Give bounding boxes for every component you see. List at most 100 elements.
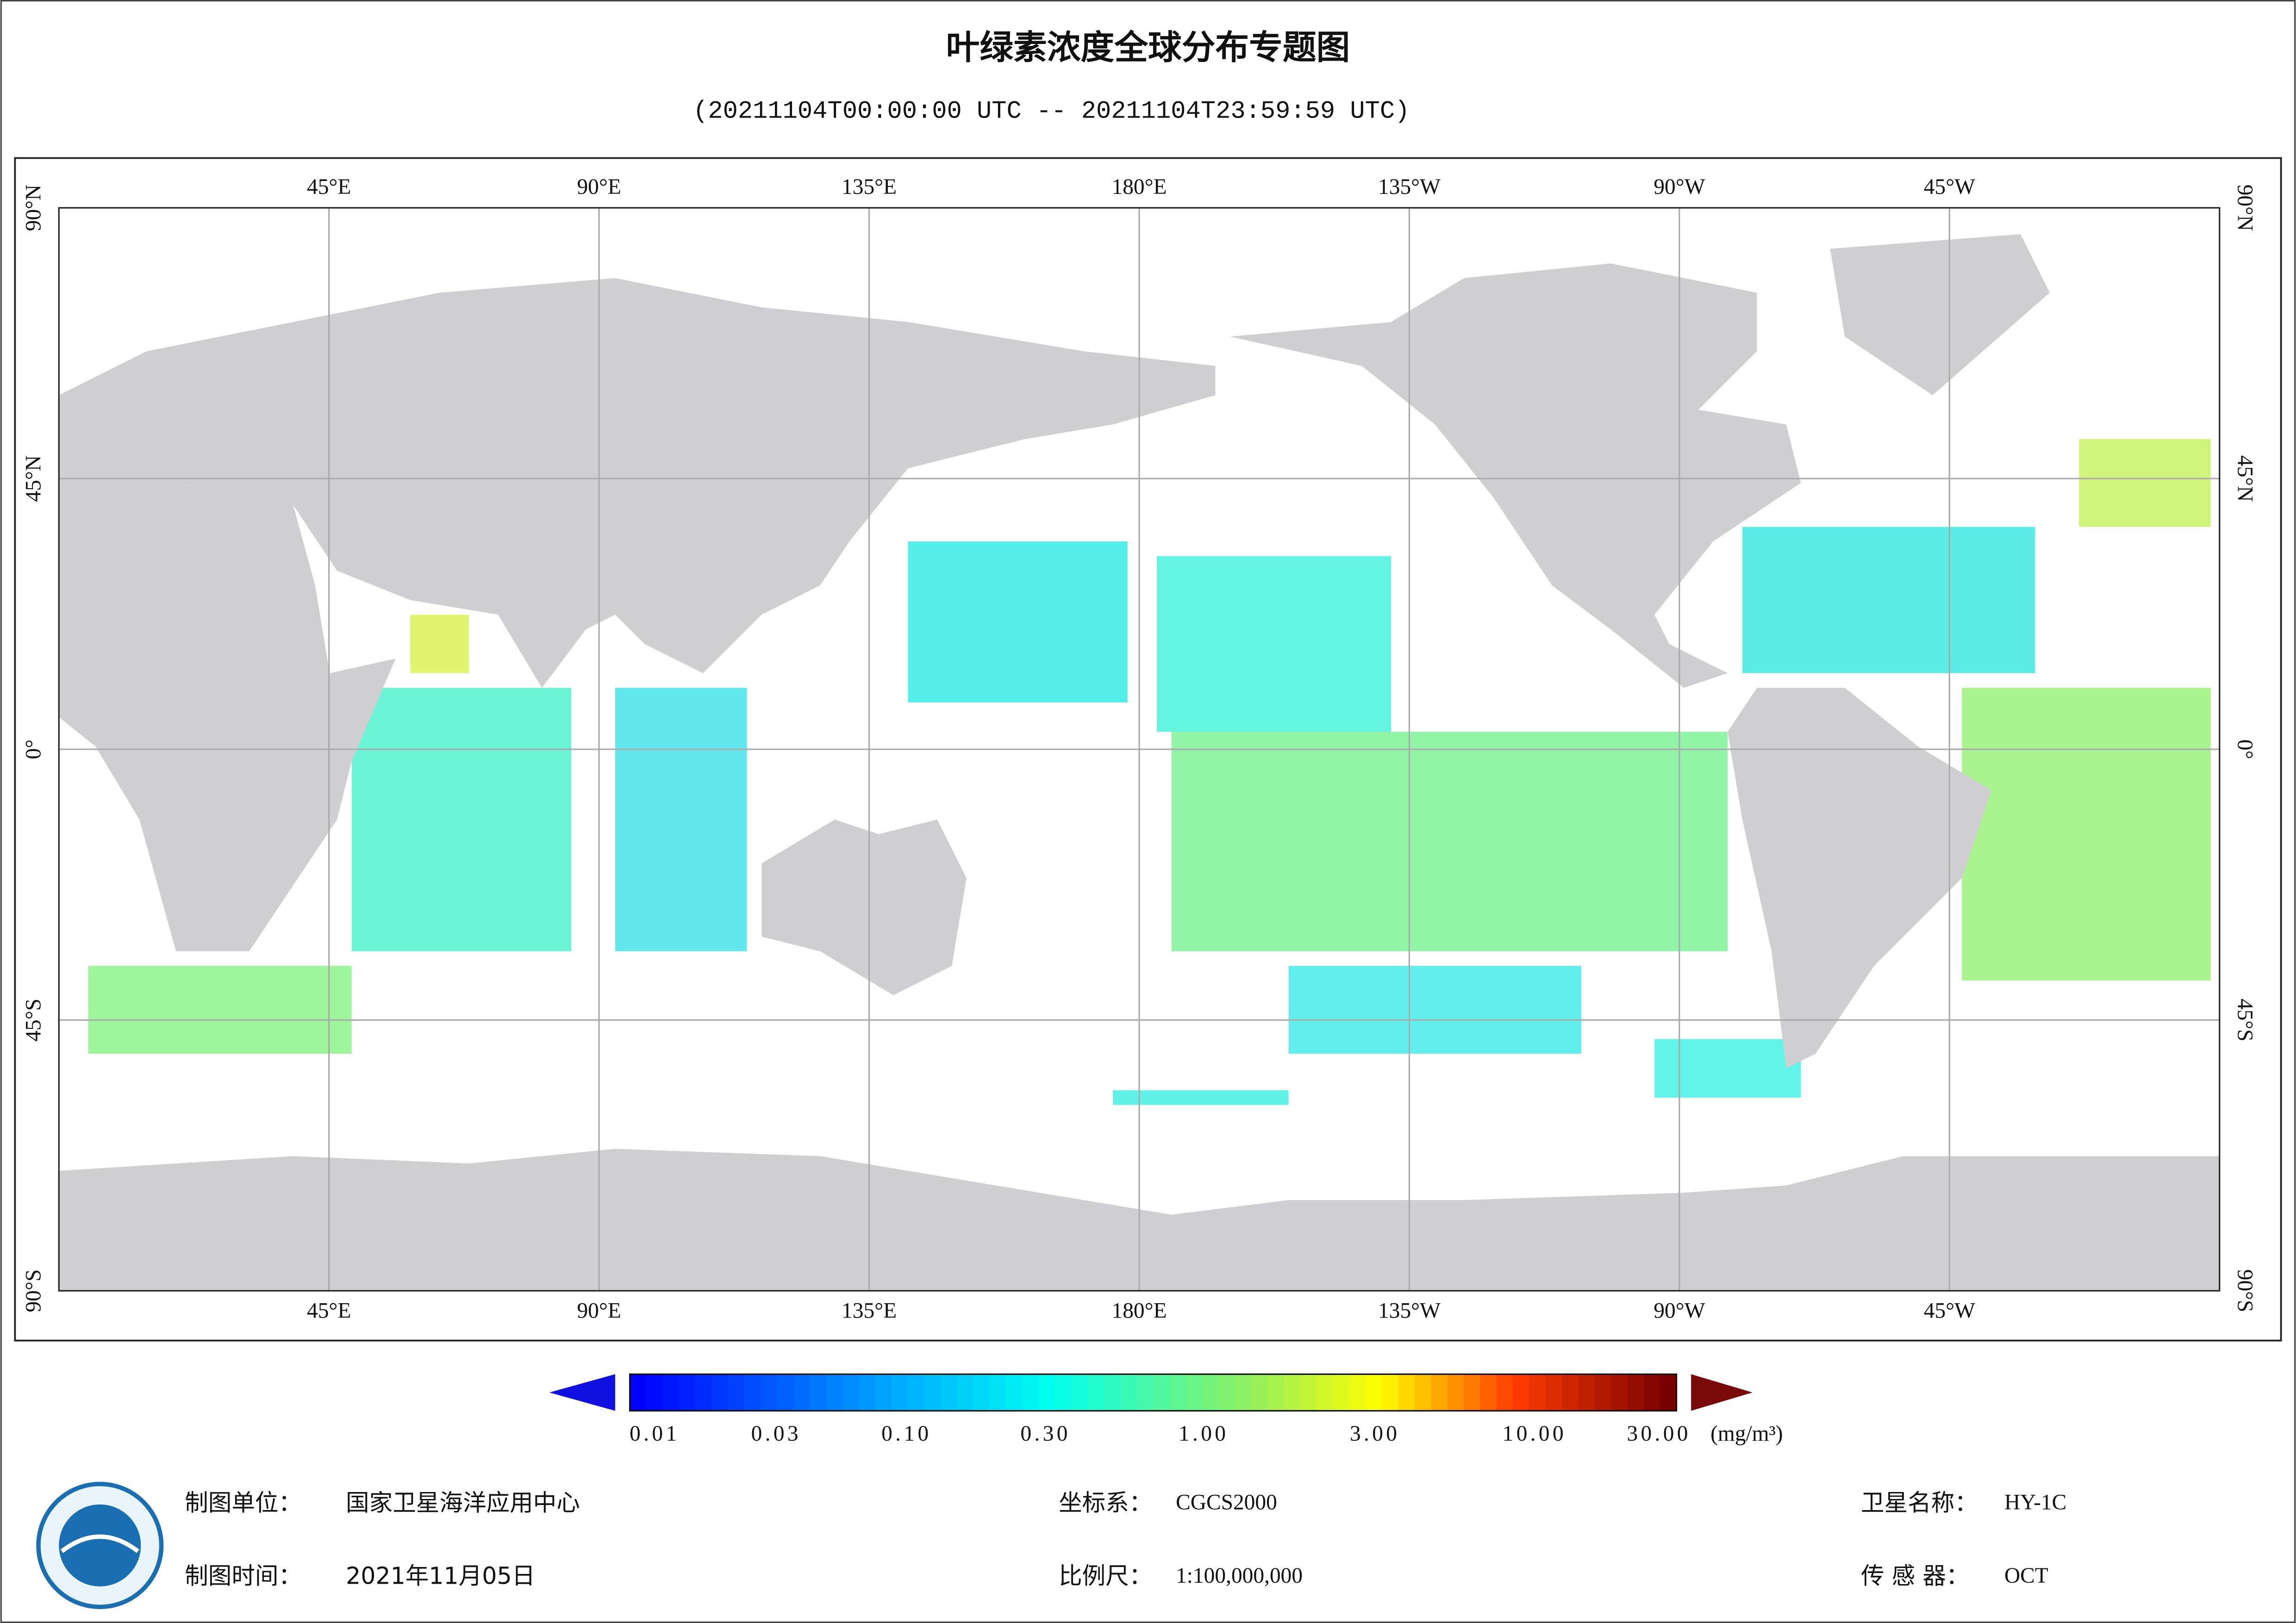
lon-label-top: 45°W: [1924, 175, 1975, 199]
colorbar-segment: [940, 1374, 958, 1411]
lon-label-top: 90°W: [1653, 175, 1705, 199]
colorbar-segment: [1267, 1374, 1285, 1411]
colorbar-segment: [1218, 1374, 1235, 1411]
colorbar-segment: [695, 1374, 712, 1411]
colorbar-segment: [826, 1374, 843, 1411]
colorbar-segment: [646, 1374, 663, 1411]
colorbar-tick-label: 30.00: [1627, 1422, 1691, 1446]
chlorophyll-patches: [88, 439, 2211, 1105]
colorbar-segment: [1284, 1374, 1301, 1411]
lat-label-left: 0°: [22, 740, 46, 759]
colorbar-segment: [1169, 1374, 1186, 1411]
colorbar-segment: [1153, 1374, 1170, 1411]
colorbar-segment: [630, 1374, 647, 1411]
colorbar-segment: [793, 1374, 811, 1411]
colorbar-tick-label: 10.00: [1503, 1422, 1566, 1446]
lon-label-bottom: 90°W: [1653, 1299, 1705, 1323]
colorbar-segment: [1643, 1374, 1661, 1411]
colorbar-segment: [744, 1374, 761, 1411]
colorbar-tick-label: 0.10: [881, 1422, 931, 1446]
lat-label-right: 90°N: [2233, 185, 2257, 231]
colorbar-segment: [924, 1374, 942, 1411]
colorbar: 0.01 0.03 0.10 0.30 1.00 3.00 10.00 30.00 (mg/m³…: [549, 1373, 1783, 1446]
colorbar-segment: [1300, 1374, 1317, 1411]
lon-label-bottom: 135°E: [842, 1299, 897, 1323]
lat-label-right: 90°S: [2233, 1269, 2257, 1312]
colorbar-tick-label: 0.01: [630, 1422, 680, 1446]
colorbar-segment: [1513, 1374, 1530, 1411]
colorbar-segment: [1104, 1374, 1121, 1411]
lat-label-right: 45°S: [2233, 999, 2257, 1042]
colorbar-segment: [1055, 1374, 1072, 1411]
colorbar-segment: [662, 1374, 680, 1411]
lon-label-bottom: 90°E: [577, 1299, 621, 1323]
footer-value: OCT: [2004, 1564, 2048, 1588]
colorbar-segment: [1398, 1374, 1416, 1411]
colorbar-segment: [761, 1374, 778, 1411]
colorbar-segment: [1349, 1374, 1366, 1411]
colorbar-segment: [875, 1374, 892, 1411]
colorbar-segment: [1627, 1374, 1645, 1411]
colorbar-segment: [1594, 1374, 1612, 1411]
colorbar-segment: [1202, 1374, 1219, 1411]
lat-label-right: 45°N: [2233, 455, 2257, 502]
colorbar-segment: [1038, 1374, 1056, 1411]
lon-label-bottom: 45°E: [307, 1299, 351, 1323]
colorbar-segment: [1578, 1374, 1596, 1411]
colorbar-segment: [1366, 1374, 1383, 1411]
colorbar-segment: [1496, 1374, 1514, 1411]
map-border: [58, 207, 2221, 1292]
colorbar-segment: [1006, 1374, 1023, 1411]
map: [59, 234, 2220, 1291]
colorbar-tick-label: 0.30: [1020, 1422, 1070, 1446]
colorbar-high-arrow: [1691, 1374, 1753, 1411]
colorbar-segment: [908, 1374, 925, 1411]
lon-label-top: 45°E: [307, 175, 351, 199]
colorbar-segment: [1071, 1374, 1089, 1411]
lon-label-top: 90°E: [577, 175, 621, 199]
colorbar-segment: [728, 1374, 745, 1411]
title: 叶绿素浓度全球分布专题图: [946, 28, 1350, 68]
lon-label-top: 135°W: [1378, 175, 1441, 199]
colorbar-segment: [1333, 1374, 1350, 1411]
colorbar-low-arrow: [549, 1374, 615, 1411]
colorbar-segment: [973, 1374, 991, 1411]
footer-label: 制图时间：: [185, 1562, 302, 1589]
colorbar-tick-label: 0.03: [751, 1422, 801, 1446]
lon-label-top: 135°E: [842, 175, 897, 199]
colorbar-segment: [1185, 1374, 1203, 1411]
footer-label: 制图单位：: [185, 1489, 302, 1516]
colorbar-segment: [1022, 1374, 1040, 1411]
lon-label-bottom: 135°W: [1378, 1299, 1441, 1323]
lat-label-left: 45°N: [22, 455, 46, 502]
lon-label-bottom: 180°E: [1111, 1299, 1167, 1323]
colorbar-segment: [1382, 1374, 1399, 1411]
colorbar-frame: [629, 1373, 1678, 1412]
colorbar-segment: [957, 1374, 974, 1411]
colorbar-segment: [1415, 1374, 1432, 1411]
colorbar-segment: [989, 1374, 1007, 1411]
colorbar-segment: [1529, 1374, 1547, 1411]
colorbar-segment: [842, 1374, 860, 1411]
footer-value: HY-1C: [2004, 1491, 2066, 1515]
colorbar-segment: [891, 1374, 909, 1411]
colorbar-segment: [679, 1374, 696, 1411]
lon-label-bottom: 45°W: [1924, 1299, 1975, 1323]
footer-value: CGCS2000: [1176, 1491, 1277, 1515]
footer-label: 卫星名称：: [1861, 1489, 1978, 1516]
logo: [36, 1481, 164, 1609]
colorbar-segment: [1316, 1374, 1334, 1411]
map-frame: [14, 157, 2282, 1342]
colorbar-segment: [777, 1374, 794, 1411]
footer-label: 坐标系：: [1059, 1489, 1152, 1516]
footer-value: 2021年11月05日: [346, 1562, 535, 1589]
colorbar-tick-label: 1.00: [1179, 1422, 1229, 1446]
colorbar-segment: [1136, 1374, 1154, 1411]
lat-label-left: 90°N: [22, 185, 46, 231]
footer-value: 国家卫星海洋应用中心: [346, 1489, 580, 1516]
subtitle: (20211104T00:00:00 UTC -- 20211104T23:59…: [693, 98, 1410, 126]
colorbar-segment: [1611, 1374, 1628, 1411]
colorbar-segment: [859, 1374, 876, 1411]
colorbar-segment: [1660, 1374, 1677, 1411]
